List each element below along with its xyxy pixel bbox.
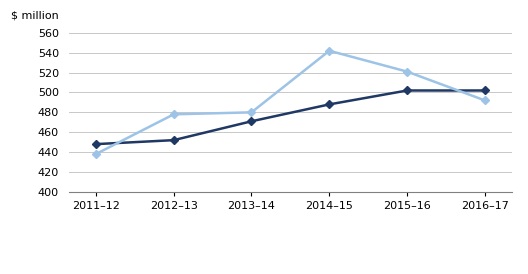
Text: $ million: $ million <box>11 10 59 20</box>
